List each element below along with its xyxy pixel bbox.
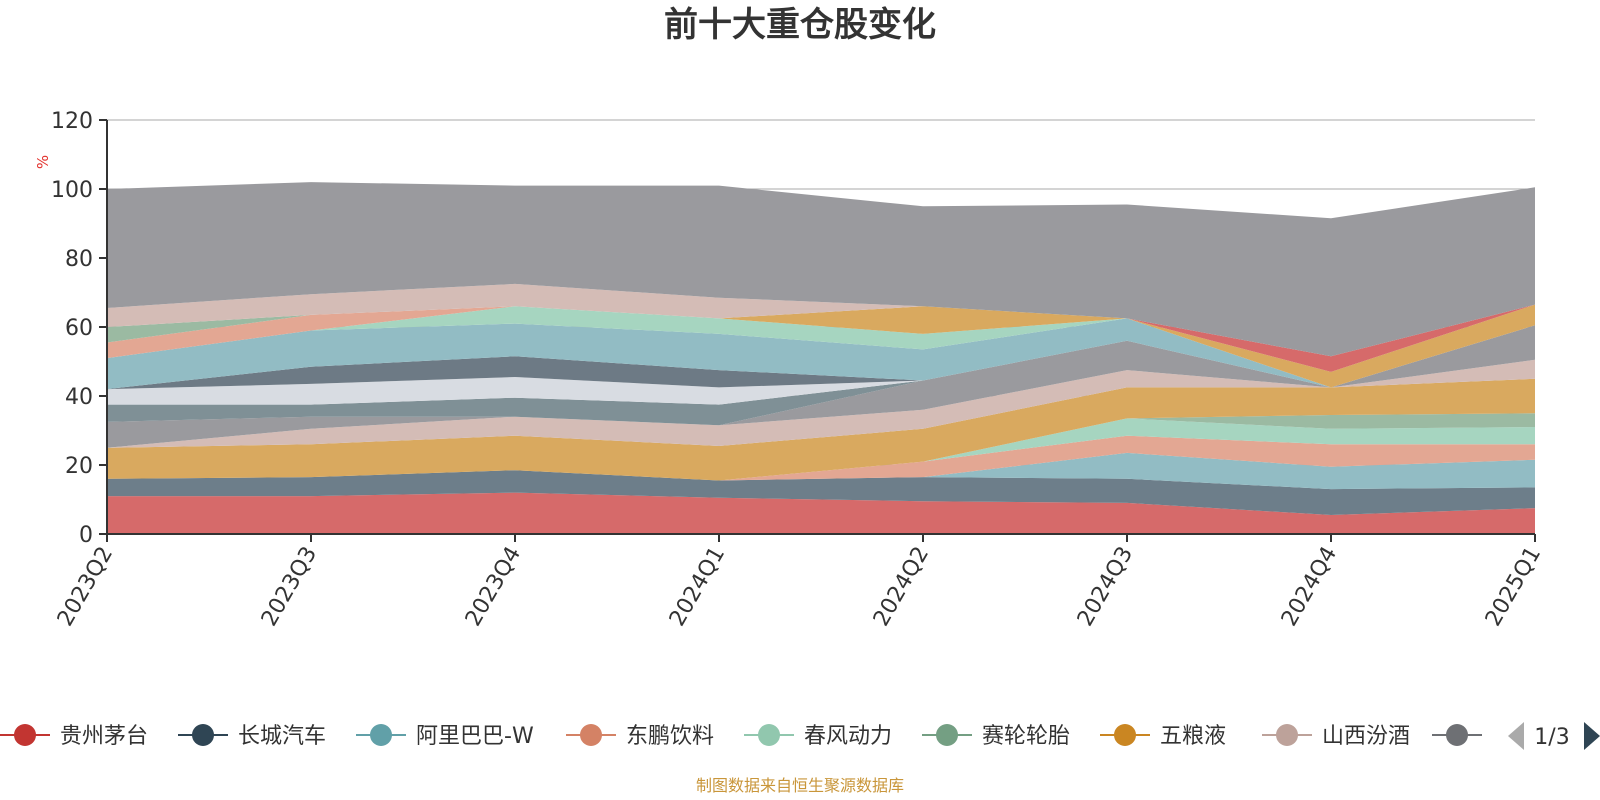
legend-item[interactable]: 春风动力 — [744, 724, 892, 749]
data-source-note: 制图数据来自恒生聚源数据库 — [696, 776, 904, 795]
x-tick-label: 2023Q2 — [53, 543, 118, 631]
legend-label: 五粮液 — [1160, 724, 1226, 749]
legend-marker-icon — [1276, 724, 1298, 746]
legend-marker-icon — [936, 724, 958, 746]
y-tick-label: 80 — [65, 247, 93, 272]
area-series-11[interactable] — [107, 325, 1535, 390]
y-axis-unit: % — [34, 155, 52, 169]
legend: 贵州茅台 长城汽车 阿里巴巴-W 东鹏饮料 春风动力 赛轮轮胎 五粮液 山西汾酒 — [0, 724, 1482, 749]
legend-label: 春风动力 — [804, 724, 892, 749]
x-tick-label: 2025Q1 — [1481, 543, 1546, 631]
legend-item[interactable]: 赛轮轮胎 — [922, 724, 1070, 749]
area-series-7[interactable] — [107, 359, 1535, 448]
chart-title: 前十大重仓股变化 — [664, 5, 936, 45]
y-tick-label: 100 — [51, 178, 93, 203]
area-series-19[interactable] — [107, 182, 1535, 357]
stacked-areas — [107, 182, 1535, 534]
x-tick-label: 2024Q4 — [1277, 543, 1342, 631]
x-tick-label: 2024Q2 — [869, 543, 934, 631]
x-tick-label: 2024Q3 — [1073, 543, 1138, 631]
y-tick-label: 120 — [51, 109, 93, 134]
legend-page-indicator: 1/3 — [1534, 725, 1569, 750]
legend-label: 贵州茅台 — [60, 724, 148, 749]
y-tick-label: 40 — [65, 385, 93, 410]
legend-item[interactable]: 长城汽车 — [178, 724, 326, 749]
legend-pager: 1/3 — [1508, 722, 1600, 750]
area-series-6[interactable] — [107, 378, 1535, 481]
area-series-18[interactable] — [107, 283, 1535, 357]
area-series-10[interactable] — [107, 325, 1535, 405]
legend-item[interactable]: 阿里巴巴-W — [356, 724, 534, 749]
area-series-9[interactable] — [107, 325, 1535, 426]
legend-marker-icon — [1114, 724, 1136, 746]
area-series-12[interactable] — [107, 318, 1535, 390]
area-series-5[interactable] — [107, 413, 1535, 481]
area-series-16[interactable] — [107, 304, 1535, 388]
y-axis-ticks: 0 20 40 60 80 100 120 — [51, 109, 107, 548]
area-series-8[interactable] — [107, 325, 1535, 448]
legend-item[interactable]: 贵州茅台 — [0, 724, 148, 749]
x-tick-label: 2023Q4 — [461, 543, 526, 631]
legend-marker-icon — [14, 724, 36, 746]
x-axis-ticks: 2023Q2 2023Q3 2023Q4 2024Q1 2024Q2 2024Q3 2024… — [53, 534, 1546, 631]
area-series-2[interactable] — [107, 452, 1535, 490]
area-series-3[interactable] — [107, 435, 1535, 481]
x-tick-label: 2023Q3 — [257, 543, 322, 631]
legend-next-arrow-icon[interactable] — [1584, 722, 1600, 750]
legend-item[interactable]: 东鹏饮料 — [566, 724, 714, 749]
legend-marker-icon — [370, 724, 392, 746]
legend-label: 东鹏饮料 — [626, 724, 714, 749]
x-tick-label: 2024Q1 — [665, 543, 730, 631]
legend-label: 山西汾酒 — [1322, 724, 1410, 749]
y-tick-label: 60 — [65, 316, 93, 341]
legend-marker-icon — [758, 724, 780, 746]
legend-item[interactable] — [1432, 724, 1482, 746]
legend-label: 长城汽车 — [238, 724, 326, 749]
area-series-4[interactable] — [107, 418, 1535, 481]
legend-item[interactable]: 五粮液 — [1100, 724, 1226, 749]
y-tick-label: 0 — [79, 523, 93, 548]
legend-marker-icon — [580, 724, 602, 746]
legend-marker-icon — [1446, 724, 1468, 746]
legend-marker-icon — [192, 724, 214, 746]
area-series-0[interactable] — [107, 492, 1535, 534]
area-series-1[interactable] — [107, 470, 1535, 515]
legend-prev-arrow-icon[interactable] — [1508, 722, 1524, 750]
y-tick-label: 20 — [65, 454, 93, 479]
legend-label: 赛轮轮胎 — [982, 724, 1070, 749]
legend-item[interactable]: 山西汾酒 — [1262, 724, 1410, 749]
legend-label: 阿里巴巴-W — [416, 724, 534, 749]
